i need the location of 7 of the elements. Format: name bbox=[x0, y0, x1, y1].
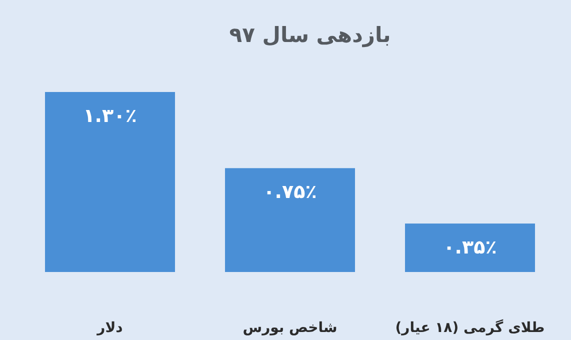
chart-title: بازدهی سال ۹۷ bbox=[229, 23, 391, 48]
x-tick-label: دلار bbox=[96, 320, 123, 336]
data-label: ۰.۷۵٪ bbox=[263, 181, 317, 204]
data-label: ۱.۳۰٪ bbox=[83, 105, 137, 127]
x-tick-label: طلای گرمی (۱۸ عیار) bbox=[395, 319, 545, 336]
data-label: ۰.۳۵٪ bbox=[443, 236, 497, 259]
x-tick-label: شاخص بورس bbox=[242, 320, 338, 336]
